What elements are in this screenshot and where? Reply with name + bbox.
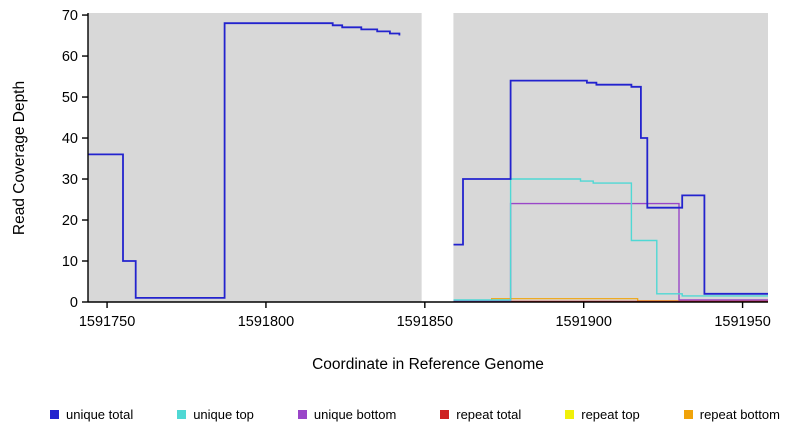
- legend-label-repeat-top: repeat top: [581, 407, 640, 422]
- legend-item-repeat-bottom: repeat bottom: [683, 407, 780, 422]
- y-tick-label: 60: [62, 49, 78, 65]
- series-line-unique-top: [453, 178, 768, 301]
- legend-item-unique-top: unique top: [177, 407, 254, 422]
- legend-item-repeat-total: repeat total: [440, 407, 521, 422]
- legend-swatch-repeat-top: [565, 410, 575, 419]
- y-tick-label: 50: [62, 90, 78, 106]
- x-tick-label: 1591750: [79, 314, 135, 330]
- legend-label-unique-top: unique top: [193, 407, 254, 422]
- legend-label-repeat-total: repeat total: [456, 407, 522, 422]
- masked-region: [421, 13, 454, 302]
- legend-label-unique-total: unique total: [66, 407, 134, 422]
- legend-item-unique-bottom: unique bottom: [297, 407, 397, 422]
- legend-label-unique-bottom: unique bottom: [313, 407, 397, 422]
- legend-swatch-repeat-bottom: [683, 410, 693, 419]
- legend-swatch-unique-total: [50, 410, 59, 419]
- x-tick-label: 1591850: [397, 314, 453, 330]
- legend-swatch-unique-bottom: [297, 410, 307, 419]
- y-tick-label: 40: [62, 131, 78, 147]
- legend-item-repeat-top: repeat top: [565, 407, 640, 422]
- axes-layer: 1591750 1591800 1591850 1591900 1591950 0 10 20…: [62, 8, 771, 330]
- x-tick-label: 1591950: [714, 314, 770, 330]
- x-tick-label: 1591900: [555, 314, 611, 330]
- masked-region-layer: [421, 13, 454, 302]
- x-axis-title: Coordinate in Reference Genome: [312, 356, 544, 373]
- series-line-unique-bottom: [453, 202, 768, 302]
- chart-legend: unique total unique top unique bottom repea…: [50, 407, 780, 422]
- y-tick-label: 30: [62, 172, 78, 188]
- legend-swatch-repeat-total: [440, 410, 450, 419]
- y-tick-label: 20: [62, 213, 78, 229]
- legend-label-repeat-bottom: repeat bottom: [699, 407, 780, 422]
- y-tick-label: 70: [62, 8, 78, 24]
- y-axis-title: Read Coverage Depth: [11, 81, 28, 235]
- series-line-unique-total: [88, 22, 768, 299]
- y-tick-label: 0: [70, 295, 78, 311]
- y-tick-label: 10: [62, 254, 78, 270]
- legend-item-unique-total: unique total: [50, 407, 133, 422]
- coverage-plot: 1591750 1591800 1591850 1591900 1591950 0 10 20…: [11, 8, 771, 373]
- x-tick-label: 1591800: [238, 314, 294, 330]
- legend-swatch-unique-top: [177, 410, 187, 419]
